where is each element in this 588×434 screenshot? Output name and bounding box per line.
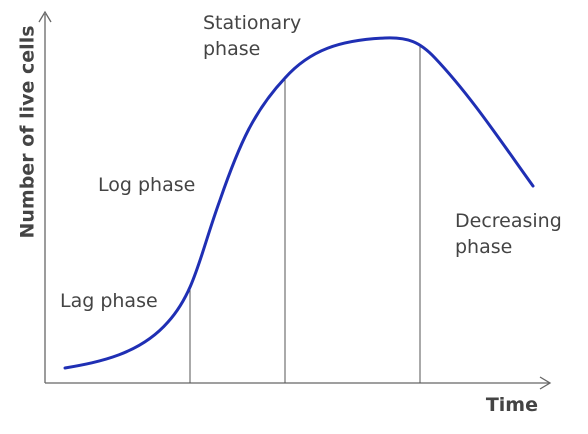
phase-label: Log phase xyxy=(98,174,195,196)
phase-label: phase xyxy=(203,38,260,60)
x-axis-title: Time xyxy=(486,394,538,416)
y-axis-arrow xyxy=(38,10,52,23)
x-axis-arrow xyxy=(539,376,552,390)
y-axis-title: Number of live cells xyxy=(17,25,39,238)
phase-label: phase xyxy=(455,236,512,258)
phase-label: Lag phase xyxy=(60,290,158,312)
phase-label: Stationary xyxy=(203,12,301,34)
phase-label: Decreasing xyxy=(455,210,562,232)
growth-curve xyxy=(63,36,535,370)
